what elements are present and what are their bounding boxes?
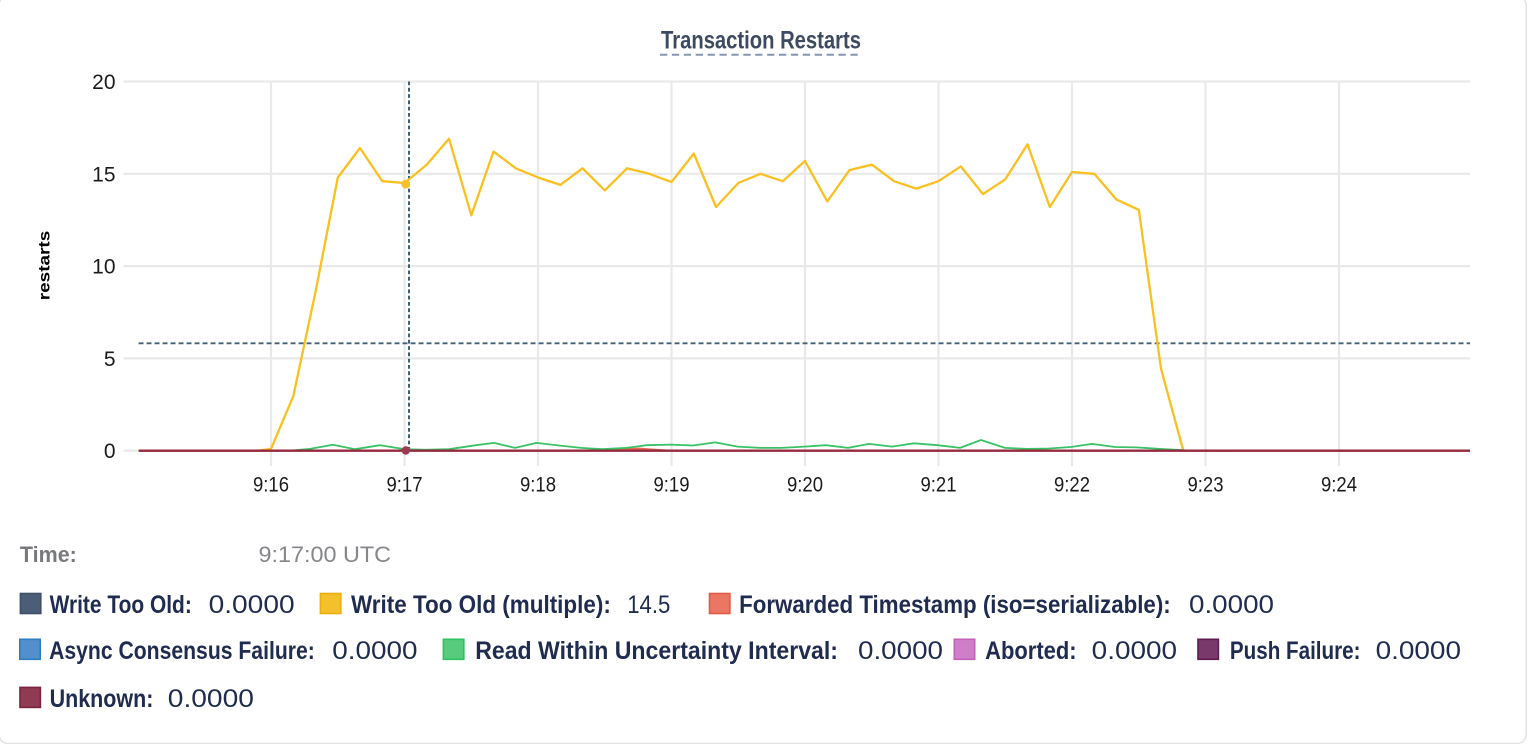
svg-text:10: 10 [92,256,115,279]
svg-text:Aborted:: Aborted: [985,637,1077,665]
svg-text:9:17:00 UTC: 9:17:00 UTC [259,542,392,567]
svg-text:9:24: 9:24 [1321,474,1357,497]
svg-text:0.0000: 0.0000 [209,591,295,619]
svg-text:Transaction Restarts: Transaction Restarts [661,27,861,55]
svg-text:0.0000: 0.0000 [1376,637,1461,665]
svg-text:9:17: 9:17 [387,474,423,497]
svg-text:Forwarded Timestamp (iso=seria: Forwarded Timestamp (iso=serializable): [739,591,1171,619]
svg-text:restarts: restarts [36,231,53,301]
svg-text:9:21: 9:21 [921,474,957,497]
svg-text:0: 0 [104,440,116,463]
svg-text:0.0000: 0.0000 [1092,637,1177,665]
svg-text:15: 15 [92,163,115,186]
svg-text:Async Consensus Failure:: Async Consensus Failure: [49,637,315,665]
svg-text:0.0000: 0.0000 [332,637,417,665]
svg-text:9:16: 9:16 [253,474,289,497]
svg-text:Unknown:: Unknown: [50,685,154,713]
svg-text:9:18: 9:18 [520,474,556,497]
svg-text:20: 20 [92,71,115,94]
svg-text:0.0000: 0.0000 [1189,591,1274,619]
svg-text:9:20: 9:20 [787,474,823,497]
svg-text:9:19: 9:19 [654,474,690,497]
svg-text:Time:: Time: [20,542,77,567]
svg-text:Write Too Old:: Write Too Old: [50,591,192,619]
svg-text:9:23: 9:23 [1188,474,1224,497]
svg-text:5: 5 [104,348,116,371]
svg-text:Read Within Uncertainty Interv: Read Within Uncertainty Interval: [475,637,838,665]
svg-text:14.5: 14.5 [627,591,670,619]
svg-text:0.0000: 0.0000 [858,637,943,665]
svg-text:Write Too Old (multiple):: Write Too Old (multiple): [351,591,611,619]
svg-text:9:22: 9:22 [1054,474,1090,497]
svg-text:0.0000: 0.0000 [168,685,254,713]
svg-text:Push Failure:: Push Failure: [1230,637,1361,665]
